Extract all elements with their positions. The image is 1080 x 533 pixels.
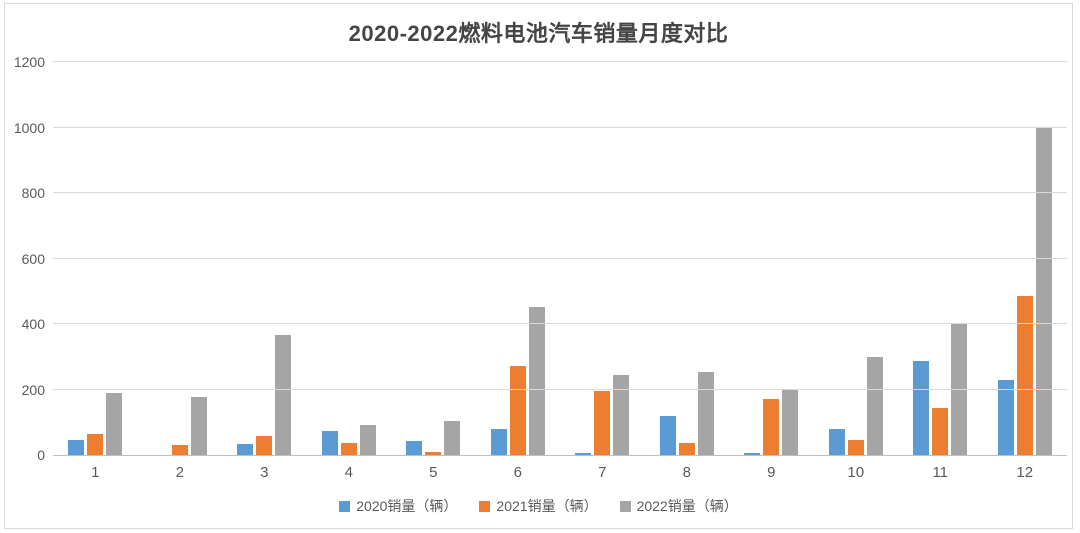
- bar-2021销量（辆）-month-9: [763, 398, 780, 455]
- bar-2022销量（辆）-month-5: [444, 421, 461, 455]
- bar-2022销量（辆）-month-1: [106, 392, 123, 455]
- bar-group-month-8: [645, 62, 730, 455]
- x-tick-label: 9: [767, 464, 776, 481]
- bar-2020销量（辆）-month-7: [575, 453, 592, 455]
- bar-group-month-7: [560, 62, 645, 455]
- bar-group-month-11: [898, 62, 983, 455]
- y-tick-label: 600: [21, 250, 45, 267]
- bar-group-month-6: [476, 62, 561, 455]
- legend-label: 2020销量（辆）: [356, 498, 458, 514]
- legend-label: 2022销量（辆）: [636, 498, 738, 514]
- bar-group-month-3: [222, 62, 307, 455]
- bar-2020销量（辆）-month-6: [490, 428, 507, 455]
- bar-group-month-10: [814, 62, 899, 455]
- bar-2020销量（辆）-month-10: [828, 428, 845, 455]
- bar-group-month-5: [391, 62, 476, 455]
- bar-2020销量（辆）-month-8: [659, 415, 676, 455]
- x-tick-label: 6: [513, 464, 522, 481]
- legend-swatch-icon: [479, 500, 491, 512]
- x-tick-label: 7: [598, 464, 607, 481]
- bar-group-month-9: [729, 62, 814, 455]
- bar-2021销量（辆）-month-4: [340, 442, 357, 455]
- gridline: [53, 257, 1067, 259]
- legend-swatch-icon: [619, 500, 631, 512]
- bar-group-month-12: [983, 62, 1068, 455]
- x-tick-label: 10: [847, 464, 865, 481]
- x-tick-label: 12: [1016, 464, 1034, 481]
- bar-2021销量（辆）-month-6: [509, 365, 526, 455]
- x-tick-label: 8: [682, 464, 691, 481]
- gridline: [53, 126, 1067, 128]
- bar-2020销量（辆）-month-12: [997, 380, 1014, 455]
- y-tick-label: 400: [21, 316, 45, 333]
- legend-item: 2020销量（辆）: [339, 496, 457, 516]
- x-tick-label: 1: [91, 464, 100, 481]
- legend-item: 2022销量（辆）: [619, 496, 738, 516]
- bar-2020销量（辆）-month-5: [406, 441, 423, 455]
- chart-card: 2020-2022燃料电池汽车销量月度对比 0 200 400 600 800 1000 1…: [4, 3, 1073, 529]
- legend-label: 2021销量（辆）: [496, 498, 598, 514]
- bar-2021销量（辆）-month-3: [256, 436, 273, 455]
- x-tick-label: 5: [429, 464, 438, 481]
- gridline: [53, 388, 1067, 390]
- x-tick-label: 11: [932, 464, 949, 481]
- legend-swatch-icon: [339, 500, 351, 512]
- bar-2022销量（辆）-month-8: [697, 372, 714, 455]
- plot-area: [53, 61, 1067, 456]
- y-axis: 0 200 400 600 800 1000 1200: [5, 54, 45, 463]
- bar-2022销量（辆）-month-3: [275, 335, 292, 455]
- bar-2021销量（辆）-month-12: [1016, 296, 1033, 455]
- x-tick-label: 3: [260, 464, 269, 481]
- bar-2022销量（辆）-month-12: [1035, 127, 1052, 455]
- bar-2020销量（辆）-month-1: [68, 440, 85, 455]
- bar-2022销量（辆）-month-9: [782, 389, 799, 455]
- gridline: [53, 323, 1067, 325]
- bar-2021销量（辆）-month-1: [87, 434, 104, 455]
- bar-2020销量（辆）-month-4: [321, 431, 338, 455]
- y-tick-label: 800: [21, 185, 45, 202]
- bar-2022销量（辆）-month-6: [528, 306, 545, 455]
- bar-2022销量（辆）-month-4: [359, 424, 376, 455]
- y-tick-label: 200: [21, 381, 45, 398]
- bar-2022销量（辆）-month-10: [866, 356, 883, 455]
- gridline: [53, 61, 1067, 62]
- bar-2021销量（辆）-month-10: [847, 439, 864, 455]
- bar-2021销量（辆）-month-5: [425, 451, 442, 455]
- bar-2020销量（辆）-month-9: [744, 453, 761, 455]
- bar-2021销量（辆）-month-2: [171, 445, 188, 455]
- legend-item: 2021销量（辆）: [479, 496, 598, 516]
- x-tick-label: 4: [344, 464, 353, 481]
- y-tick-label: 1000: [13, 119, 45, 136]
- chart-title: 2020-2022燃料电池汽车销量月度对比: [348, 21, 729, 46]
- bar-2022销量（辆）-month-7: [613, 374, 630, 455]
- x-axis: 1 2 3 4 5 6 7 8 9 10 11 12: [53, 464, 1067, 481]
- y-tick-label: 0: [37, 447, 45, 463]
- bar-2022销量（辆）-month-2: [190, 396, 207, 455]
- gridline: [53, 192, 1067, 194]
- bar-group-month-2: [138, 62, 223, 455]
- legend: 2020销量（辆） 2021销量（辆） 2022销量（辆）: [5, 496, 1072, 516]
- y-tick-label: 1200: [13, 54, 45, 70]
- bar-groups: [53, 62, 1067, 455]
- bar-2021销量（辆）-month-8: [678, 442, 695, 455]
- bar-group-month-1: [53, 62, 138, 455]
- x-tick-label: 2: [175, 464, 184, 481]
- bar-2020销量（辆）-month-11: [913, 360, 930, 455]
- bar-2021销量（辆）-month-7: [594, 391, 611, 455]
- bar-group-month-4: [307, 62, 392, 455]
- bar-2020销量（辆）-month-3: [237, 443, 254, 455]
- bar-2021销量（辆）-month-11: [932, 407, 949, 455]
